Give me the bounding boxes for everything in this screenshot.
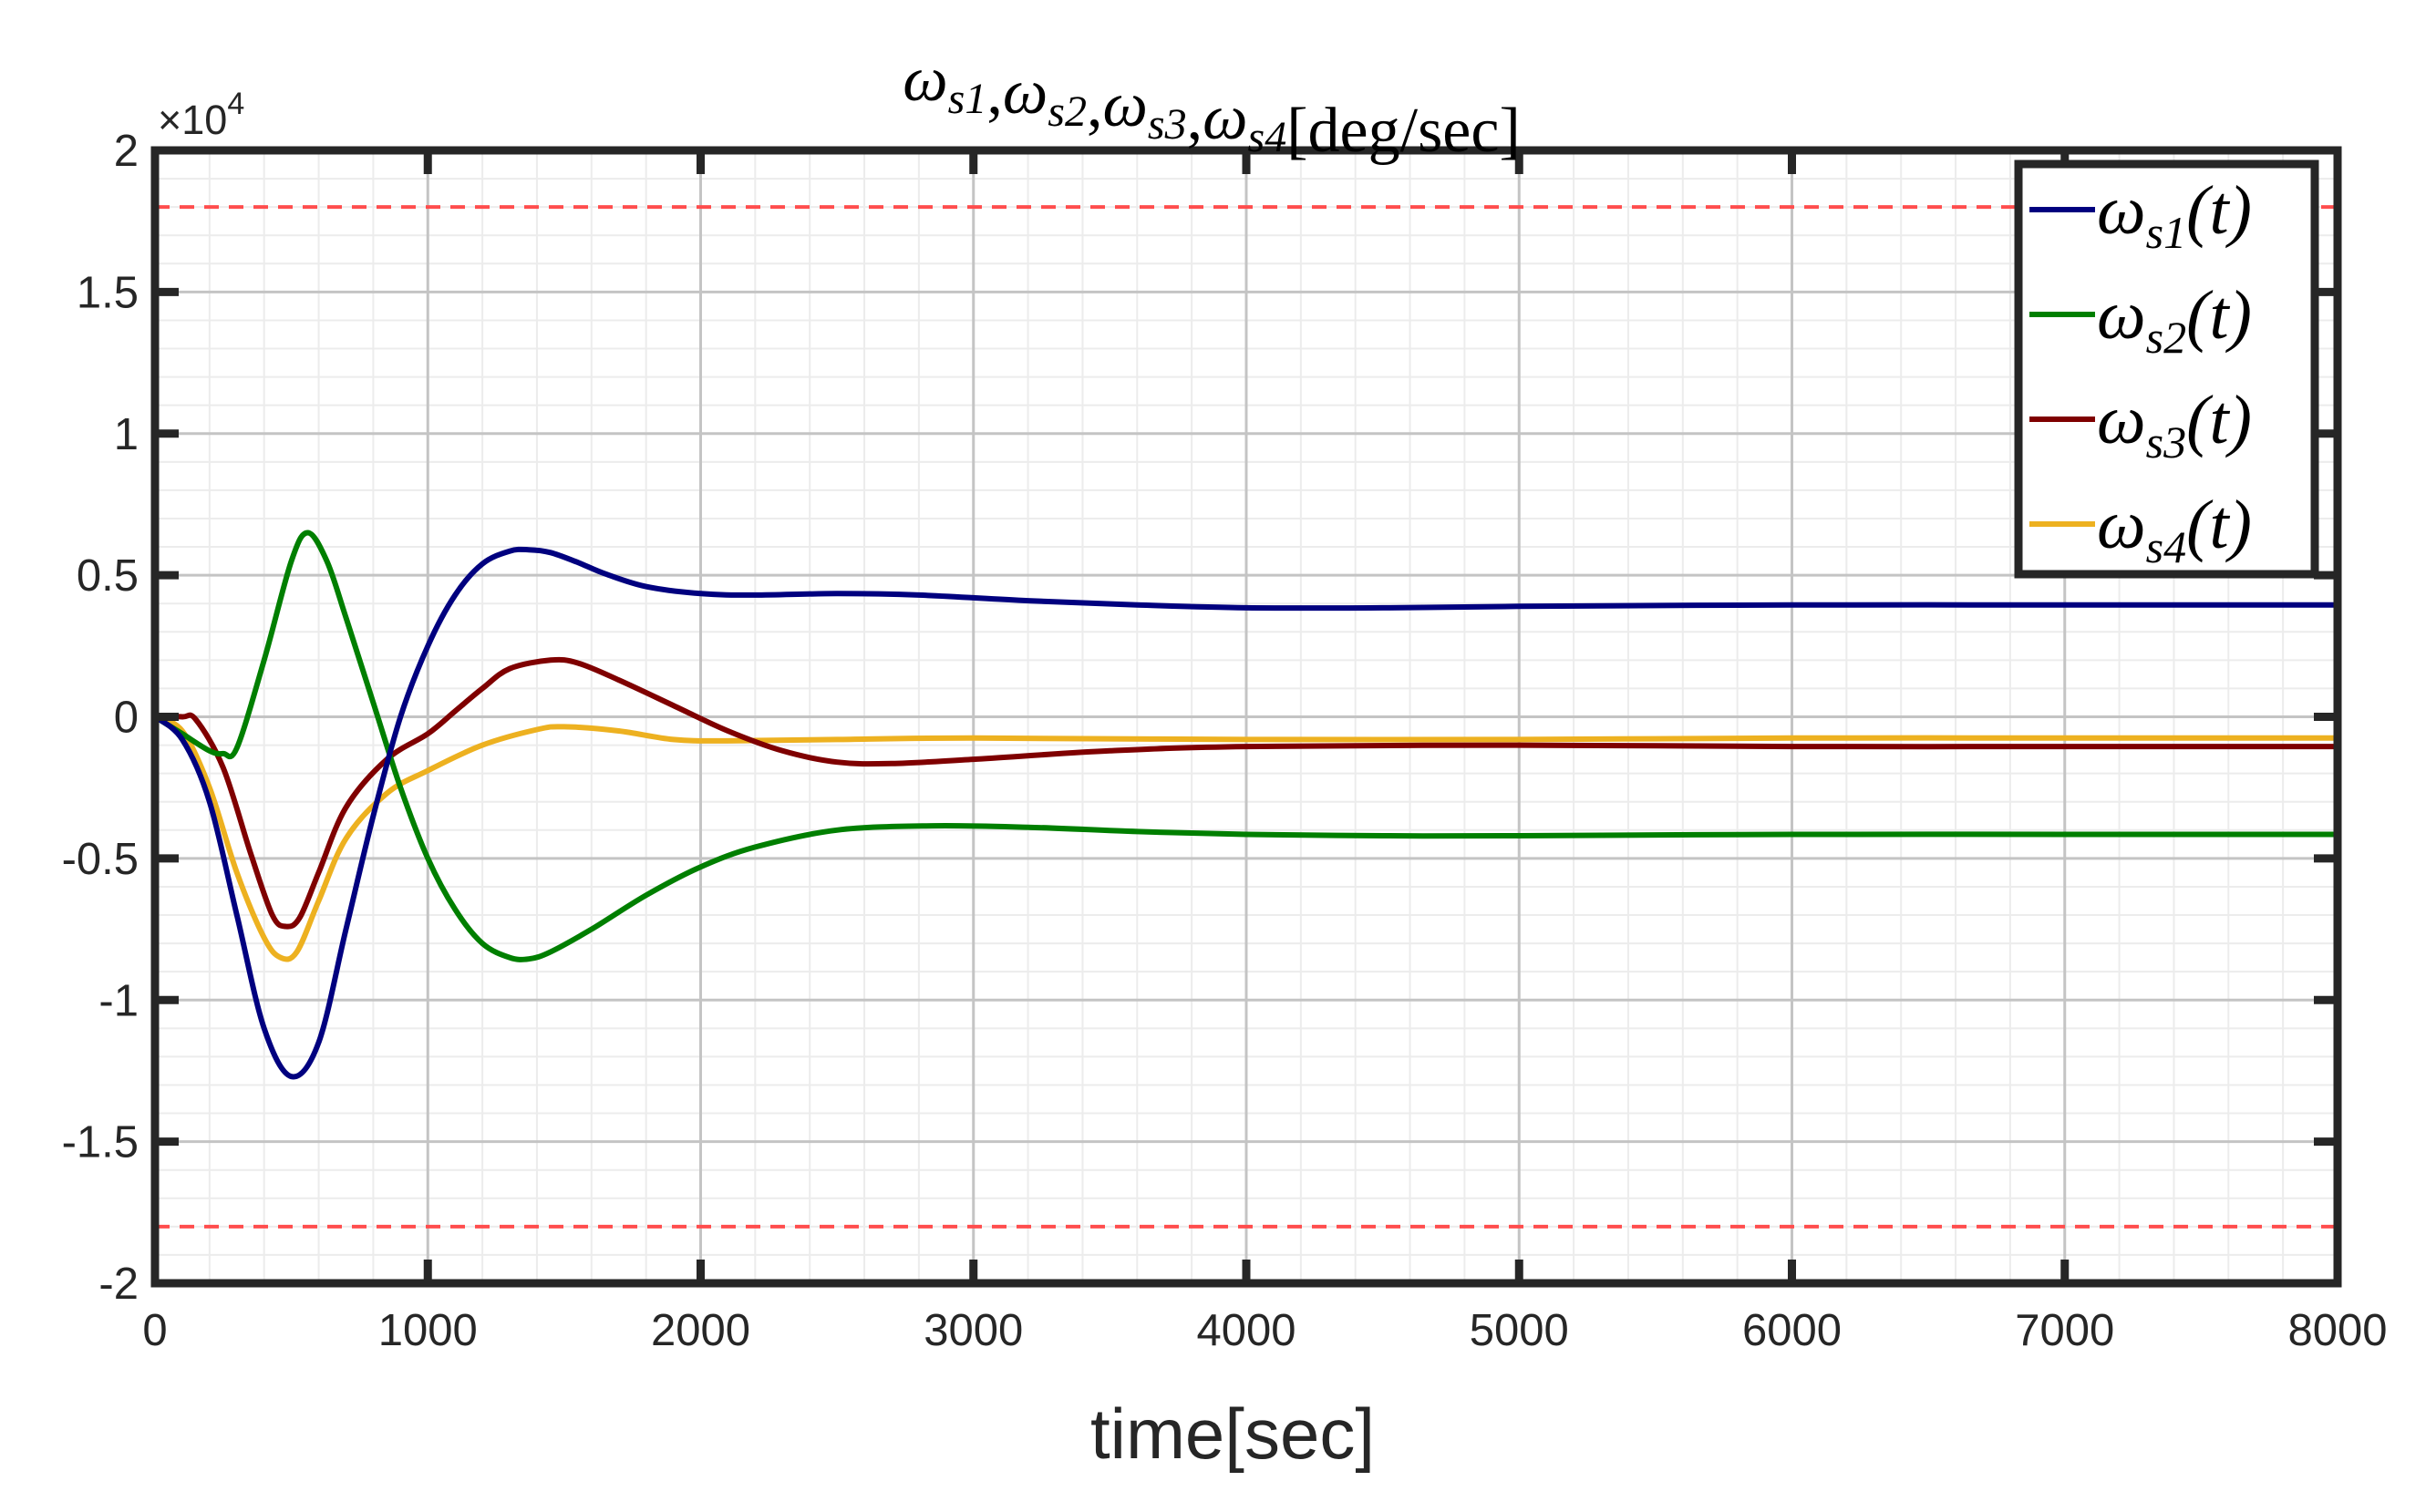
x-tick-label: 6000 [1742,1306,1842,1355]
series-line-s1 [153,546,2338,1080]
series-lines [153,530,2338,1080]
series-line-s2 [153,530,2338,962]
legend-item-s4: ωs4(t) [2029,487,2252,572]
legend-label: ωs4(t) [2097,487,2252,572]
x-axis-label: time[sec] [1090,1394,1375,1474]
x-tick-label: 8000 [2287,1306,2387,1355]
x-tick-label: 5000 [1470,1306,1569,1355]
y-tick-label: 0.5 [77,551,139,601]
y-tick-label: -1.5 [62,1118,139,1167]
y-tick-label: 2 [114,127,139,176]
chart-title: ωs1,ωs2,ωs3,ωs4[deg/sec] [903,45,1521,166]
y-tick-label: -2 [98,1260,139,1309]
legend-item-s2: ωs2(t) [2029,277,2252,363]
x-tick-label: 4000 [1196,1306,1296,1355]
y-tick-label: 1 [114,410,139,459]
legend-label: ωs3(t) [2097,382,2252,468]
x-tick-label: 0 [142,1306,167,1355]
legend-label: ωs1(t) [2097,172,2252,258]
y-tick-labels: -2 -1.5 -1 -0.5 0 0.5 1 1.5 2 [62,127,139,1309]
y-tick-label: 1.5 [77,268,139,317]
legend-box [2014,159,2319,579]
x-tick-label: 3000 [924,1306,1023,1355]
legend: ωs1(t) ωs2(t) ωs3(t) ωs4(t) [2014,159,2319,579]
legend-item-s3: ωs3(t) [2029,382,2252,468]
series-line-s3 [154,656,2338,930]
y-tick-label: -1 [98,976,139,1025]
y-axis-exponent: ×104 [158,87,244,143]
legend-label: ωs2(t) [2097,277,2252,363]
x-tick-label: 7000 [2015,1306,2114,1355]
x-tick-labels: 0 1000 2000 3000 4000 5000 6000 7000 8000 [142,1306,2387,1355]
x-tick-label: 1000 [378,1306,478,1355]
series-line-s4 [153,714,2338,962]
y-tick-label: 0 [114,694,139,743]
y-tick-label: -0.5 [62,835,139,884]
legend-item-s1: ωs1(t) [2029,172,2252,258]
x-tick-label: 2000 [651,1306,750,1355]
limit-lines [155,205,2338,1229]
